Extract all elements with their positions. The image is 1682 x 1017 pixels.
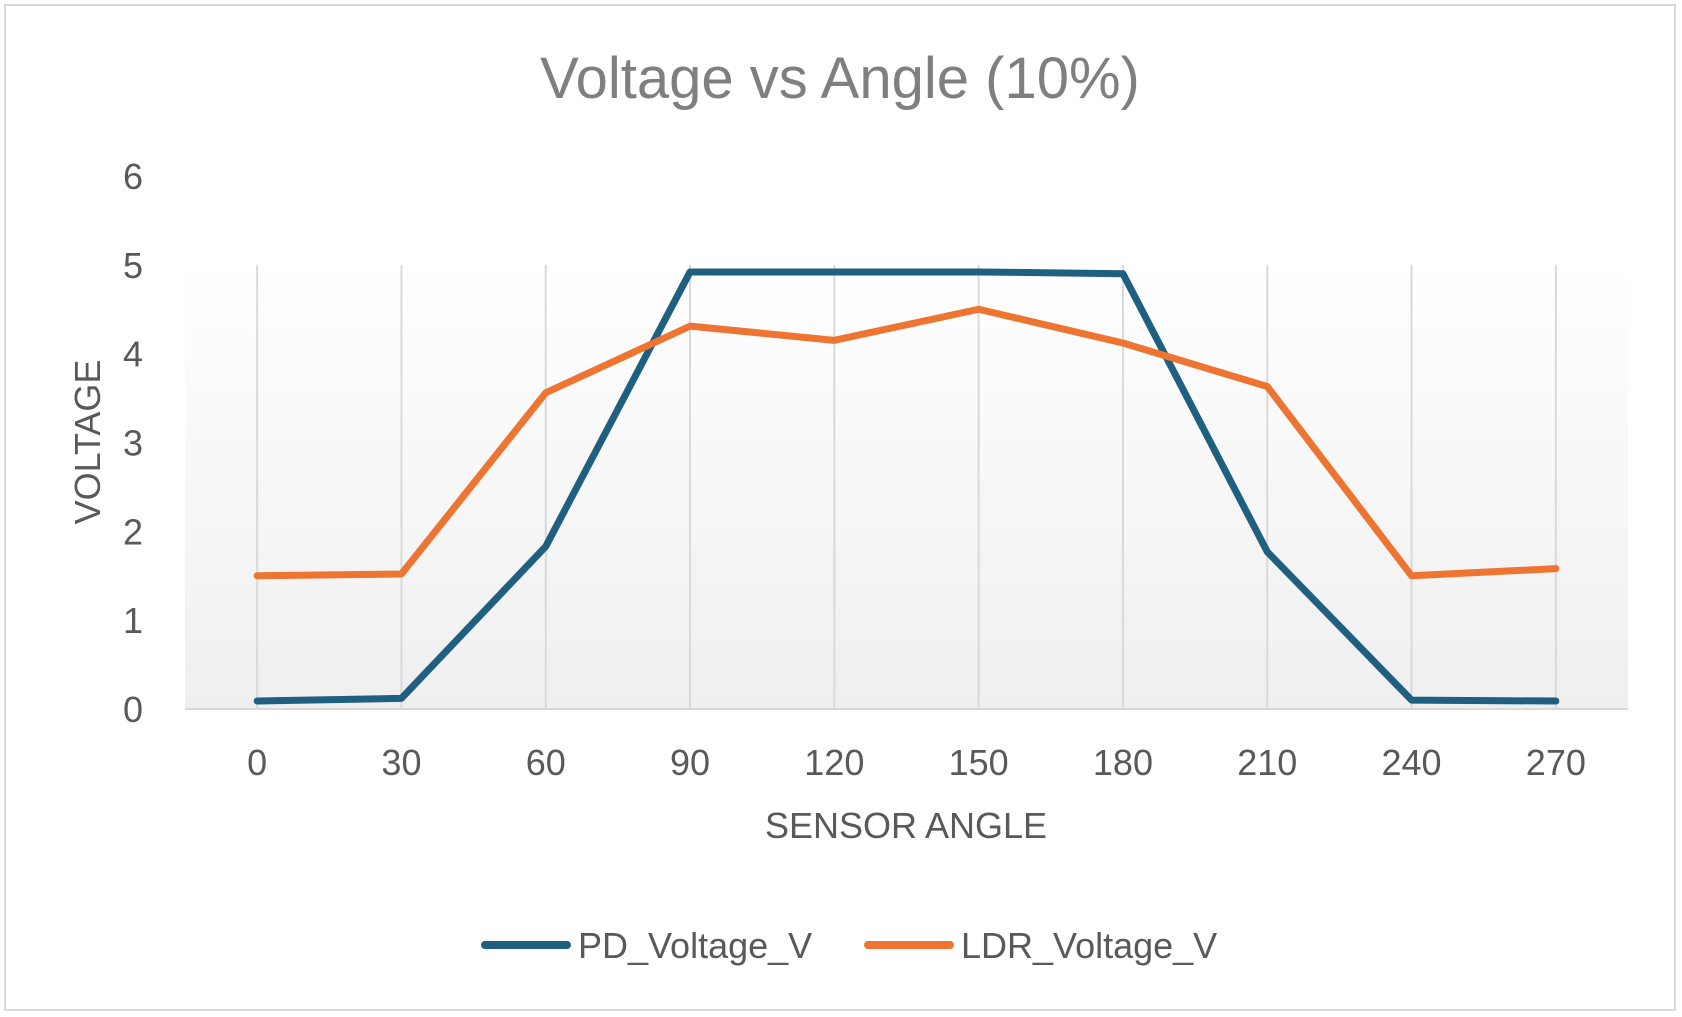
x-tick-label: 210	[1237, 742, 1297, 783]
plot-area	[185, 264, 1628, 709]
y-tick-label: 6	[123, 156, 143, 197]
chart-title: Voltage vs Angle (10%)	[540, 46, 1140, 111]
y-tick-label: 0	[123, 689, 143, 730]
x-tick-label: 90	[670, 742, 710, 783]
x-tick-label: 270	[1526, 742, 1586, 783]
legend-label-ldr: LDR_Voltage_V	[961, 925, 1217, 966]
series-lines	[253, 268, 1560, 705]
x-tick-label: 150	[949, 742, 1009, 783]
y-tick-label: 4	[123, 334, 143, 375]
y-axis-ticks: 0 1 2 3 4 5 6	[123, 156, 143, 730]
gridlines	[256, 264, 1557, 709]
legend-label-pd: PD_Voltage_V	[578, 925, 812, 966]
series-line-pd	[253, 268, 1560, 705]
legend: PD_Voltage_V LDR_Voltage_V	[481, 925, 1217, 966]
x-tick-label: 120	[804, 742, 864, 783]
x-tick-label: 240	[1382, 742, 1442, 783]
y-tick-label: 2	[123, 511, 143, 552]
x-tick-label: 0	[247, 742, 267, 783]
x-tick-label: 30	[381, 742, 421, 783]
x-axis-title: SENSOR ANGLE	[765, 805, 1047, 846]
y-axis-title: VOLTAGE	[67, 360, 108, 525]
y-tick-label: 3	[123, 423, 143, 464]
y-tick-label: 1	[123, 600, 143, 641]
series-line-ldr	[253, 305, 1560, 580]
x-axis-ticks: 0 30 60 90 120 150 180 210 240 270	[247, 742, 1586, 783]
x-tick-label: 60	[526, 742, 566, 783]
y-tick-label: 5	[123, 245, 143, 286]
x-tick-label: 180	[1093, 742, 1153, 783]
